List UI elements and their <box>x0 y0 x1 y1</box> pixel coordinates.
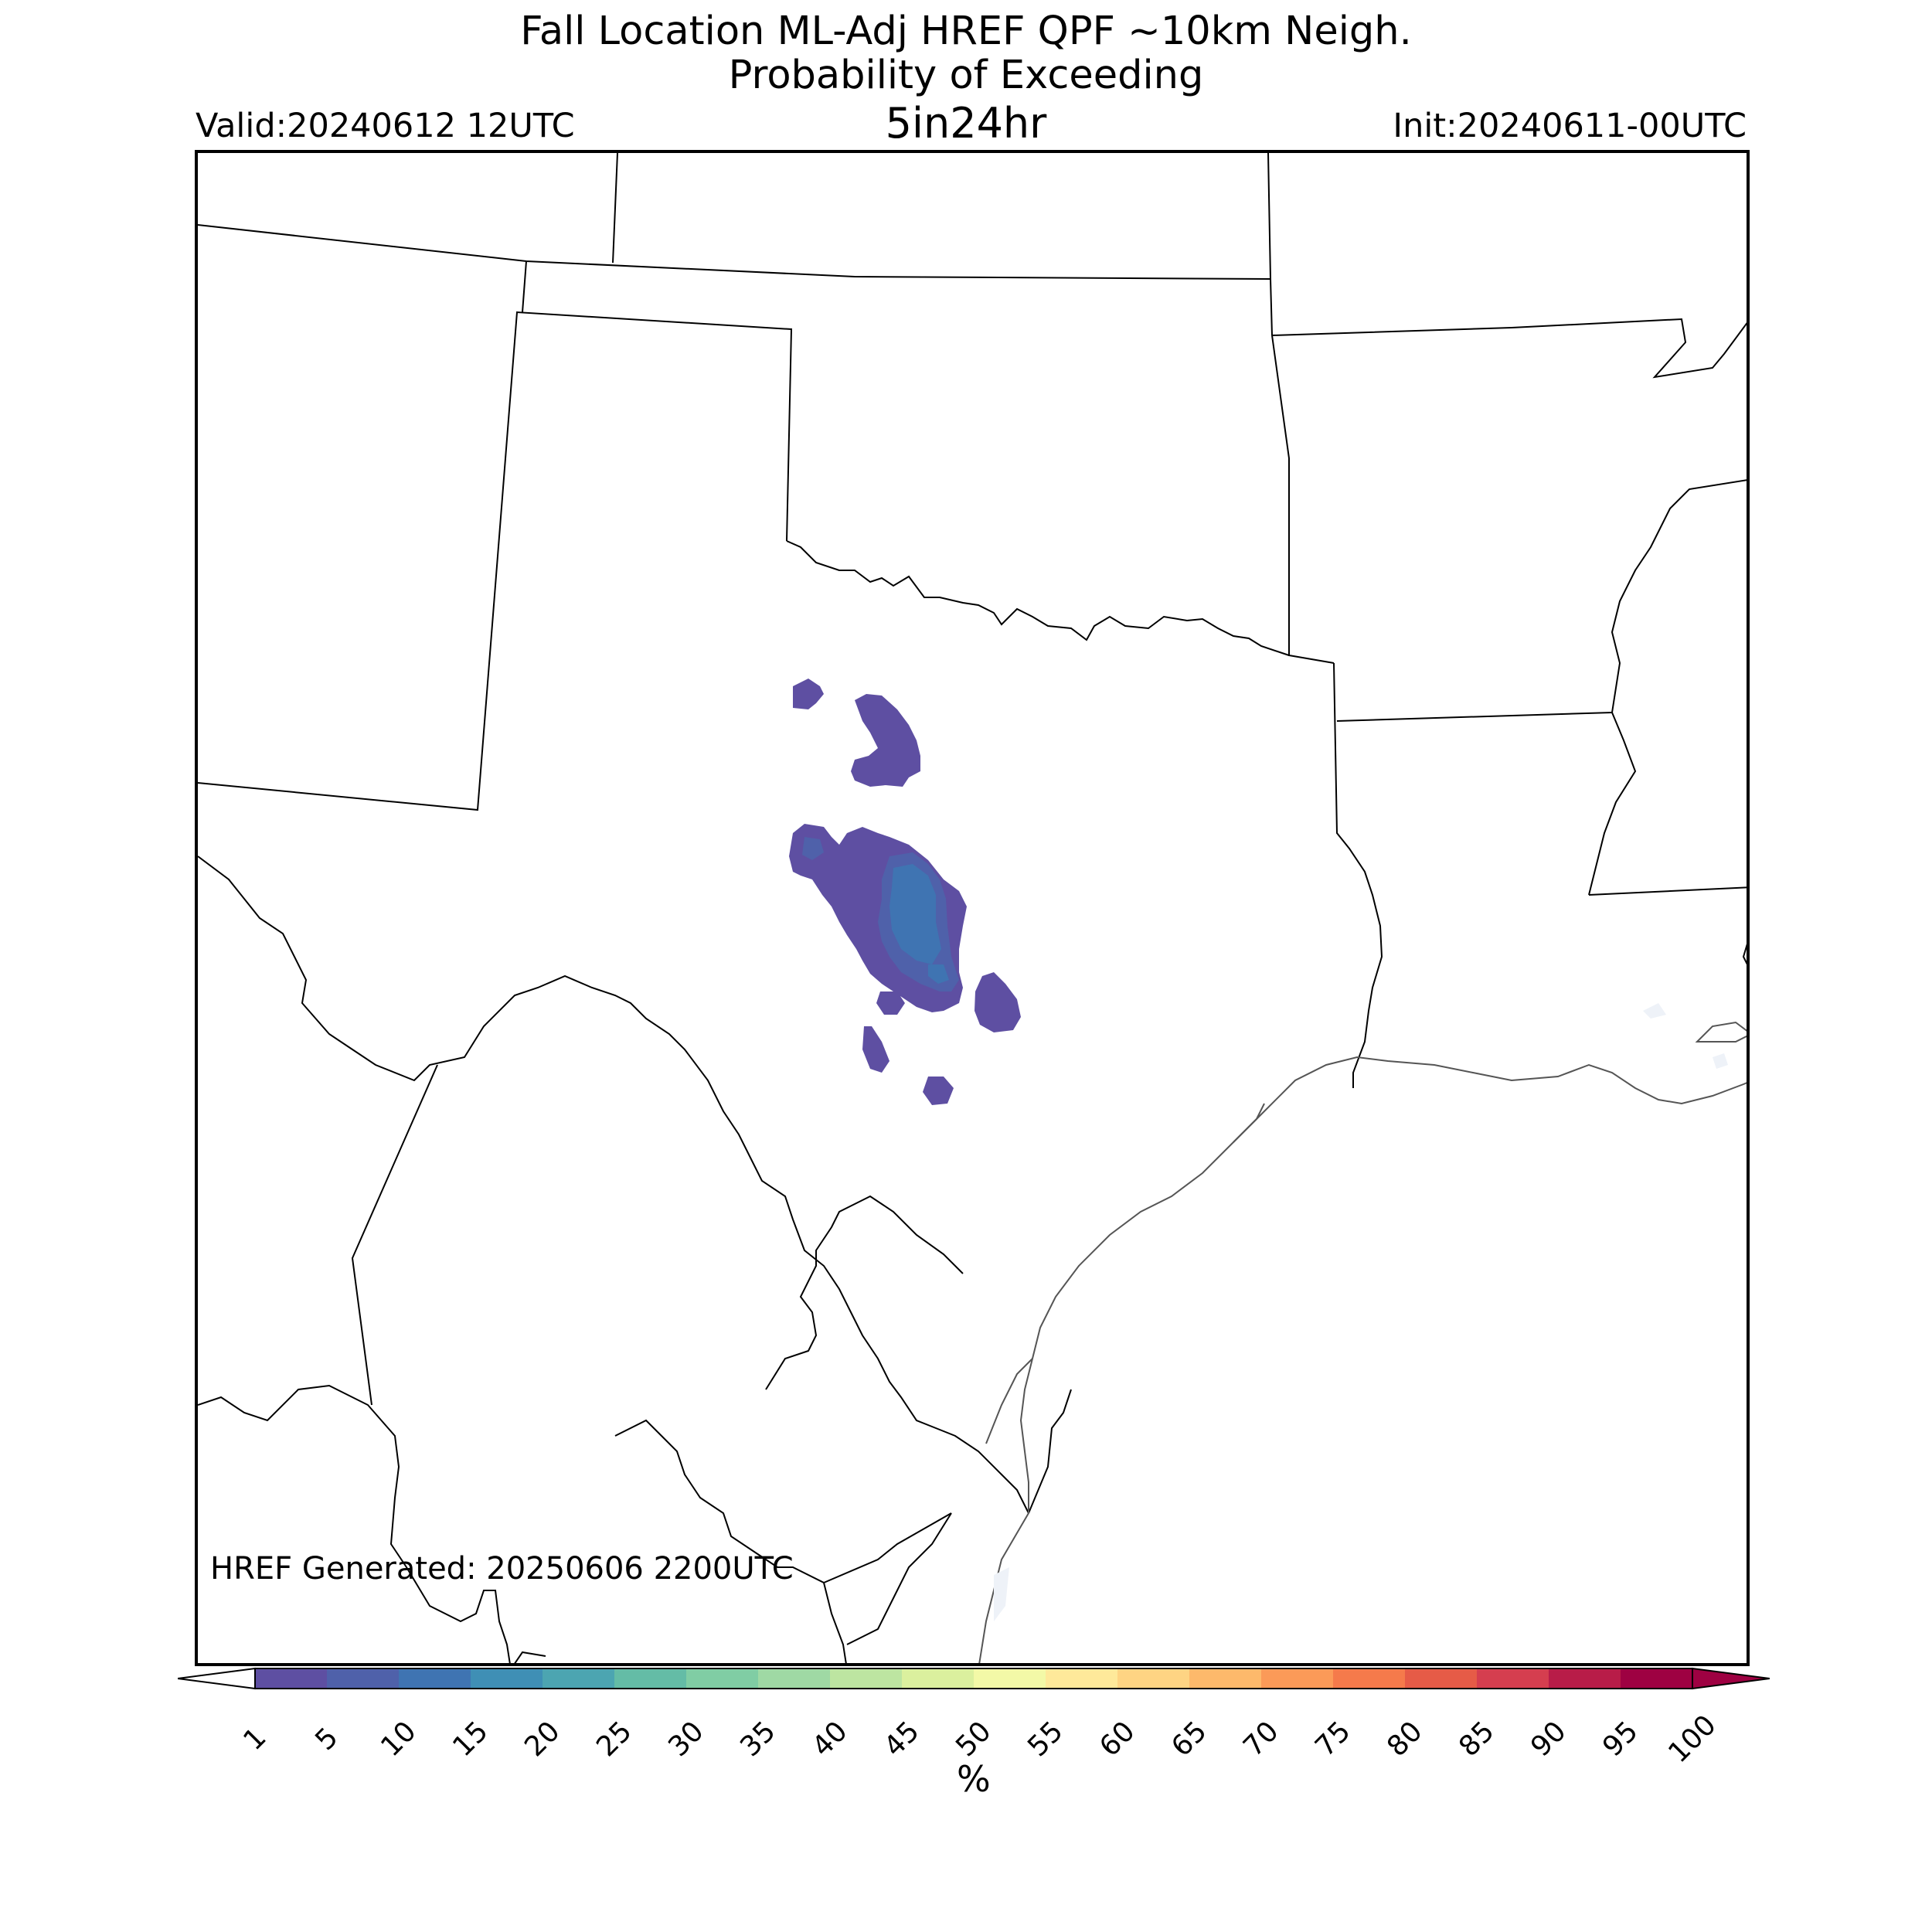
valid-time-label: Valid:20240612 12UTC <box>196 107 575 145</box>
colorbar-tick-label: 1 <box>237 1721 273 1757</box>
colorbar-tick-label: 10 <box>375 1715 423 1764</box>
colorbar <box>178 1667 1770 1690</box>
colorbar-bin <box>614 1668 687 1689</box>
colorbar-tick-label: 85 <box>1453 1715 1501 1764</box>
colorbar-bins <box>255 1668 1693 1689</box>
colorbar-bin <box>758 1668 831 1689</box>
colorbar-tick-label: 55 <box>1022 1715 1070 1764</box>
colorbar-bin <box>1261 1668 1334 1689</box>
colorbar-bin <box>1046 1668 1118 1689</box>
colorbar-frame <box>254 1668 1693 1689</box>
map-svg <box>198 153 1747 1663</box>
colorbar-tick-label: 25 <box>590 1715 638 1764</box>
colorbar-under-arrow <box>178 1667 256 1690</box>
colorbar-bin <box>327 1668 400 1689</box>
colorbar-over-arrow <box>1692 1667 1770 1690</box>
title-threshold: 5in24hr <box>885 99 1047 148</box>
colorbar-bin <box>974 1668 1046 1689</box>
state-borders <box>198 153 1747 1663</box>
colorbar-tick-label: 40 <box>806 1715 854 1764</box>
colorbar-tick-label: 70 <box>1237 1715 1285 1764</box>
colorbar-tick-label: 90 <box>1525 1715 1573 1764</box>
colorbar-tick-label: 20 <box>519 1715 566 1764</box>
init-time-label: Init:20240611-00UTC <box>1393 107 1747 145</box>
colorbar-bin <box>1333 1668 1406 1689</box>
map-panel <box>195 150 1750 1666</box>
water-bodies <box>994 1003 1728 1621</box>
title-line-2: Probability of Exceeding <box>728 53 1204 98</box>
colorbar-tick-label: 60 <box>1094 1715 1141 1764</box>
colorbar-tick-label: 75 <box>1309 1715 1357 1764</box>
colorbar-tick-label: 50 <box>950 1715 998 1764</box>
colorbar-bin <box>902 1668 975 1689</box>
colorbar-bin <box>1477 1668 1549 1689</box>
colorbar-tick-label: 5 <box>309 1721 345 1757</box>
colorbar-tick-label: 35 <box>734 1715 782 1764</box>
colorbar-bin <box>471 1668 543 1689</box>
colorbar-tick-label: 45 <box>878 1715 926 1764</box>
title-line-1: Fall Location ML-Adj HREF QPF ~10km Neig… <box>520 9 1412 54</box>
colorbar-bin <box>1189 1668 1262 1689</box>
colorbar-tick-label: 80 <box>1381 1715 1429 1764</box>
colorbar-bin <box>399 1668 471 1689</box>
colorbar-bin <box>1621 1668 1693 1689</box>
generated-label: HREF Generated: 20250606 2200UTC <box>210 1551 794 1587</box>
colorbar-tick-label: 15 <box>447 1715 495 1764</box>
colorbar-bin <box>830 1668 903 1689</box>
colorbar-tick-label: 100 <box>1662 1709 1723 1770</box>
colorbar-tick-label: 30 <box>662 1715 710 1764</box>
colorbar-bin <box>255 1668 328 1689</box>
colorbar-bin <box>1549 1668 1621 1689</box>
colorbar-bin <box>1405 1668 1478 1689</box>
colorbar-bin <box>543 1668 615 1689</box>
colorbar-tick-label: 65 <box>1165 1715 1213 1764</box>
colorbar-bin <box>1117 1668 1190 1689</box>
probability-areas <box>789 679 1728 1621</box>
colorbar-tick-label: 95 <box>1597 1715 1645 1764</box>
colorbar-bin <box>686 1668 759 1689</box>
gulf-coastline <box>978 1021 1747 1663</box>
colorbar-unit-label: % <box>957 1758 991 1800</box>
prob-area-10-15 <box>889 864 949 984</box>
